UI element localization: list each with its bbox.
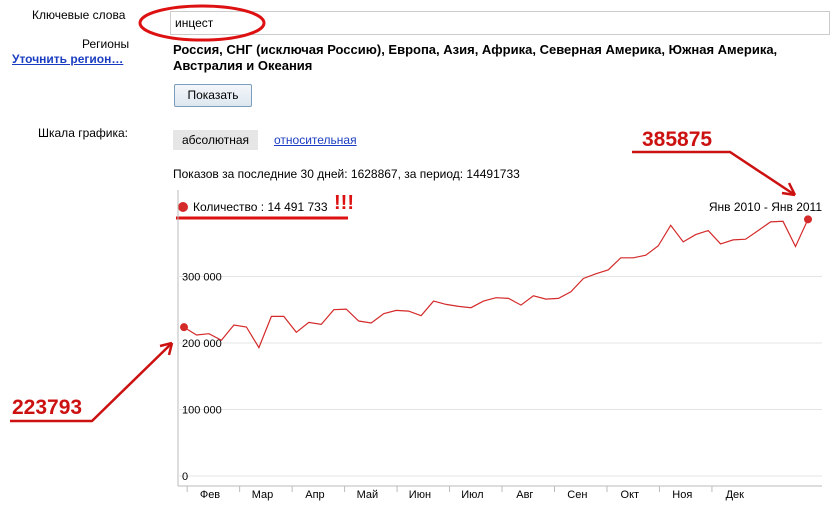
keywords-value: инцест (175, 16, 214, 30)
x-tick-label: Авг (516, 489, 533, 501)
x-tick-label: Июл (461, 489, 483, 501)
end-point (180, 323, 188, 332)
regions-link[interactable]: Уточнить регион… (12, 52, 124, 66)
legend-label: Количество : 14 491 733 (193, 200, 328, 214)
keywords-input[interactable]: инцест (170, 11, 830, 35)
x-tick-label: Ноя (672, 489, 692, 501)
y-tick-label: 300 000 (182, 271, 222, 283)
arrow-end (632, 150, 796, 197)
scale-absolute[interactable]: абсолютная (173, 130, 258, 150)
x-tick-label: Мар (252, 489, 274, 501)
x-tick-label: Окт (621, 489, 640, 501)
annotation-exclaim: !!! (334, 192, 354, 214)
x-tick-label: Июн (409, 489, 431, 501)
show-button[interactable]: Показать (174, 84, 252, 107)
scale-label: Шкала графика: (38, 126, 129, 140)
highlight-ellipse (138, 4, 266, 42)
arrow-end-head (781, 182, 797, 197)
data-line (183, 219, 809, 349)
arrow-start (10, 342, 173, 423)
x-tick-label: Май (357, 489, 379, 501)
annotation-end-value: 385875 (642, 128, 712, 151)
legend-dot (178, 202, 188, 212)
annotation-start-value: 223793 (12, 396, 82, 419)
y-tick-label: 0 (182, 471, 188, 483)
x-tick-label: Фев (200, 489, 220, 501)
x-tick-label: Дек (726, 489, 745, 501)
arrow-start-head (159, 341, 174, 356)
scale-relative[interactable]: относительная (274, 133, 357, 147)
summary: Показов за последние 30 дней: 1628867, з… (173, 167, 520, 181)
period-label: Янв 2010 - Янв 2011 (709, 200, 822, 214)
regions-label: Регионы (82, 37, 130, 51)
regions-value: Россия, СНГ (исключая Россию), Европа, А… (173, 42, 778, 73)
x-tick-label: Сен (567, 489, 587, 501)
y-tick-label: 200 000 (182, 338, 222, 350)
y-tick-label: 100 000 (182, 404, 222, 416)
keywords-label: Ключевые слова (32, 8, 126, 22)
end-point (804, 215, 812, 224)
x-tick-label: Апр (305, 489, 324, 501)
